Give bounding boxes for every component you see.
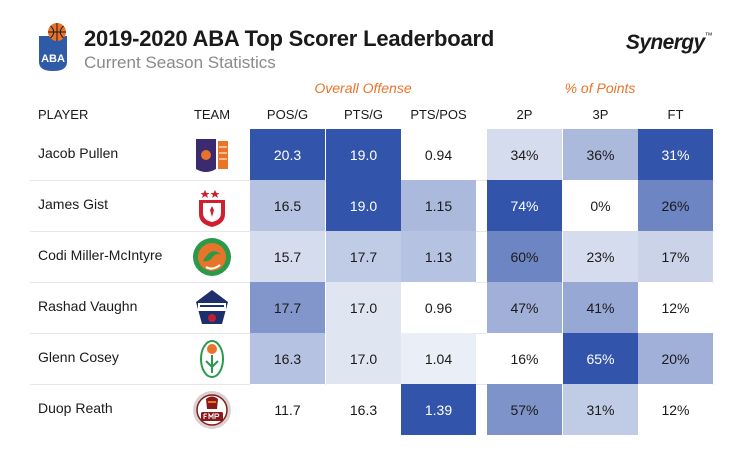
cell-pts-g: 16.3 (326, 384, 401, 435)
player-name: Jacob Pullen (38, 145, 119, 161)
table-row: Duop Reath 11.7 16.3 1.39 57% 31% 12% (0, 384, 740, 435)
aba-logo-text: ABA (41, 53, 65, 65)
cell-pts-g: 19.0 (326, 129, 401, 180)
cell-3p: 23% (563, 231, 638, 282)
column-header-pos-g: POS/G (266, 107, 309, 122)
cell-2p: 57% (487, 384, 562, 435)
player-name: James Gist (38, 196, 109, 212)
cell-pts-pos: 1.39 (401, 384, 476, 435)
cell-2p: 47% (487, 282, 562, 333)
player-name: Duop Reath (38, 400, 113, 416)
group-label-percent-of-points: % of Points (564, 80, 636, 96)
table-row: Glenn Cosey 16.3 17.0 1.04 16% 65% 20% (0, 333, 740, 384)
cell-pts-pos: 1.15 (401, 180, 476, 231)
table-row: Codi Miller-McIntyre 15.7 17.7 1.13 60% 23% 17… (0, 231, 740, 282)
cell-2p: 16% (487, 333, 562, 384)
cell-3p: 41% (563, 282, 638, 333)
fmp-logo (192, 390, 232, 430)
cell-ft: 12% (638, 384, 713, 435)
column-header-player: PLAYER (38, 107, 89, 122)
cell-pts-g: 19.0 (326, 180, 401, 231)
mornar-bar-logo (195, 138, 229, 173)
cell-3p: 0% (563, 180, 638, 231)
cell-ft: 12% (638, 282, 713, 333)
table-row: James Gist 16.5 19.0 1.15 74% 0% 26% (0, 180, 740, 231)
cedevita-olimpija-logo (192, 237, 232, 277)
synergy-brand-logo: Synergy™ (625, 31, 713, 55)
cell-ft: 26% (638, 180, 713, 231)
synergy-trademark: ™ (704, 31, 713, 40)
cell-pos-g: 20.3 (250, 129, 325, 180)
cell-2p: 74% (487, 180, 562, 231)
cell-ft: 17% (638, 231, 713, 282)
cell-2p: 34% (487, 129, 562, 180)
group-label-overall-offense: Overall Offense (314, 80, 412, 96)
cell-pos-g: 17.7 (250, 282, 325, 333)
column-header-3p: 3P (592, 107, 609, 122)
cell-pts-pos: 0.94 (401, 129, 476, 180)
column-header-pts-g: PTS/G (343, 107, 383, 122)
cell-ft: 31% (638, 129, 713, 180)
cell-pts-g: 17.0 (326, 282, 401, 333)
table-row: Rashad Vaughn 17.7 17.0 0.96 47% 41% 12% (0, 282, 740, 333)
cell-pts-pos: 0.96 (401, 282, 476, 333)
cell-pts-pos: 1.04 (401, 333, 476, 384)
player-name: Codi Miller-McIntyre (38, 247, 163, 263)
table-row: Jacob Pullen 20.3 19.0 0.94 34% 36% 31% (0, 129, 740, 180)
page-subtitle: Current Season Statistics (84, 53, 276, 72)
igokea-logo (195, 289, 229, 325)
column-header-team: TEAM (193, 107, 231, 122)
column-header-pts-pos: PTS/POS (410, 107, 467, 122)
column-header-ft: FT (667, 107, 684, 122)
cell-3p: 65% (563, 333, 638, 384)
cell-pts-g: 17.0 (326, 333, 401, 384)
cell-pos-g: 16.3 (250, 333, 325, 384)
cell-ft: 20% (638, 333, 713, 384)
cell-pts-g: 17.7 (326, 231, 401, 282)
krka-logo (200, 340, 224, 378)
cell-pos-g: 11.7 (250, 384, 325, 435)
cell-2p: 60% (487, 231, 562, 282)
cell-3p: 31% (563, 384, 638, 435)
crvena-zvezda-logo (199, 190, 225, 227)
cell-3p: 36% (563, 129, 638, 180)
synergy-brand-text: Synergy (625, 31, 705, 54)
cell-pos-g: 15.7 (250, 231, 325, 282)
player-name: Glenn Cosey (38, 349, 119, 365)
player-name: Rashad Vaughn (38, 298, 138, 314)
page-title: 2019-2020 ABA Top Scorer Leaderboard (84, 26, 495, 51)
cell-pos-g: 16.5 (250, 180, 325, 231)
aba-league-logo: ABA (39, 23, 67, 71)
column-header-2p: 2P (516, 107, 533, 122)
cell-pts-pos: 1.13 (401, 231, 476, 282)
